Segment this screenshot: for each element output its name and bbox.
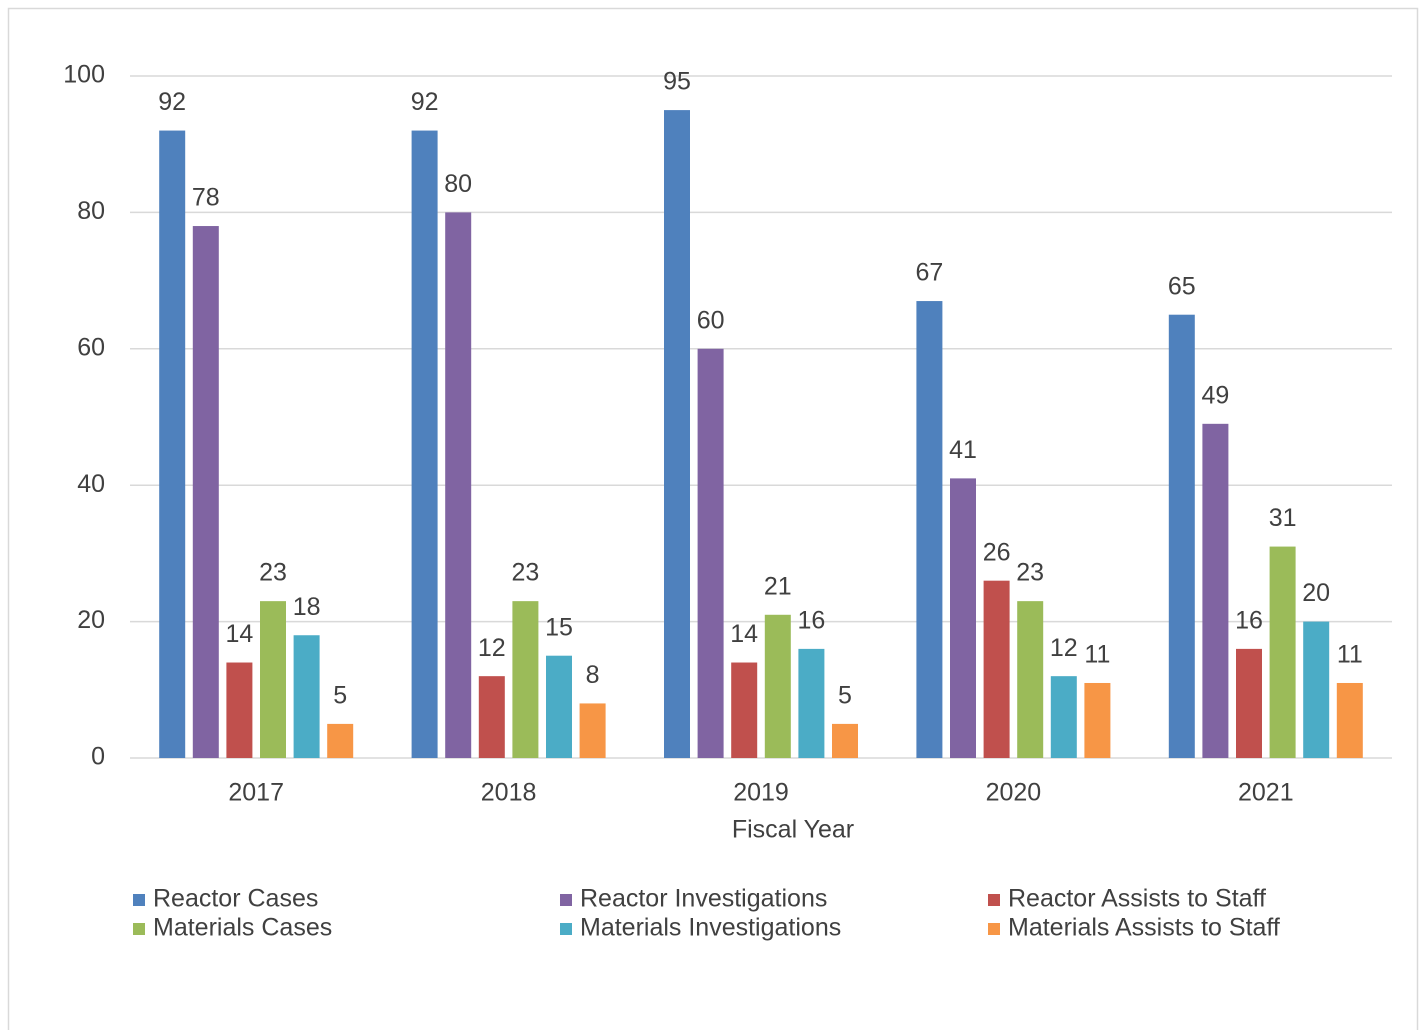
data-label: 5 (333, 682, 347, 710)
y-tick-label: 100 (63, 61, 105, 89)
y-tick-label: 80 (77, 197, 105, 225)
bar (697, 348, 724, 758)
x-tick-label: 2018 (481, 779, 537, 807)
legend-swatch (133, 923, 145, 935)
data-label: 67 (915, 259, 943, 287)
bar (1168, 314, 1195, 758)
legend-label: Reactor Assists to Staff (1008, 885, 1266, 913)
legend-label: Materials Assists to Staff (1008, 914, 1280, 942)
bar (1269, 546, 1296, 758)
bar (1336, 682, 1363, 758)
x-tick-label: 2020 (986, 779, 1042, 807)
bar (159, 130, 186, 758)
bar (1017, 601, 1044, 758)
bar (260, 601, 286, 758)
data-label: 80 (444, 170, 472, 198)
legend-swatch (988, 894, 1000, 906)
data-label: 12 (1050, 634, 1078, 662)
data-label: 14 (225, 620, 253, 648)
x-tick-label: 2021 (1238, 779, 1294, 807)
y-tick-label: 20 (77, 606, 105, 634)
data-label: 31 (1269, 504, 1297, 532)
data-label: 60 (697, 306, 725, 334)
bar (916, 301, 943, 758)
bar (832, 723, 858, 758)
bar (1303, 621, 1330, 758)
data-label: 18 (293, 593, 321, 621)
data-label: 11 (1337, 641, 1363, 669)
bar (445, 212, 472, 758)
bar (1202, 423, 1229, 758)
data-label: 21 (764, 572, 792, 600)
legend-label: Materials Cases (153, 914, 332, 942)
data-label: 49 (1201, 381, 1229, 409)
data-label: 20 (1302, 579, 1330, 607)
data-label: 8 (586, 661, 600, 689)
legend-swatch (560, 894, 572, 906)
bar (950, 478, 976, 758)
data-label: 15 (545, 613, 573, 641)
bar (731, 662, 758, 758)
bar (512, 601, 539, 758)
data-label: 5 (838, 682, 852, 710)
bar (579, 703, 606, 758)
bar (327, 723, 354, 758)
data-label: 95 (663, 68, 691, 96)
legend-label: Reactor Investigations (580, 885, 827, 913)
data-label: 92 (158, 88, 186, 116)
data-label: 16 (797, 606, 825, 634)
data-label: 23 (1016, 559, 1044, 587)
legend-label: Materials Investigations (580, 914, 841, 942)
data-label: 26 (983, 538, 1011, 566)
legend-swatch (560, 923, 572, 935)
bar (1236, 648, 1262, 758)
data-label: 14 (730, 620, 758, 648)
chart-frame (7, 7, 1419, 1030)
data-label: 78 (192, 184, 220, 212)
data-label: 92 (411, 88, 439, 116)
bar (764, 614, 791, 758)
x-tick-label: 2019 (733, 779, 789, 807)
legend-swatch (133, 894, 145, 906)
bar (1084, 682, 1111, 758)
bar (1050, 676, 1077, 758)
data-label: 23 (259, 559, 287, 587)
x-tick-label: 2017 (228, 779, 284, 807)
data-label: 41 (949, 436, 977, 464)
data-label: 23 (511, 559, 539, 587)
data-label: 65 (1168, 272, 1196, 300)
legend-label: Reactor Cases (153, 885, 318, 913)
bar (798, 648, 825, 758)
bar (983, 580, 1010, 758)
y-tick-label: 40 (77, 470, 105, 498)
bar (226, 662, 253, 758)
bar (192, 226, 219, 759)
bar (546, 655, 572, 758)
data-label: 11 (1084, 641, 1110, 669)
y-tick-label: 0 (91, 743, 105, 771)
data-label: 12 (478, 634, 506, 662)
bar (293, 635, 320, 758)
bar (411, 130, 438, 758)
bar (664, 110, 690, 759)
data-label: 16 (1235, 606, 1263, 634)
x-axis-label: Fiscal Year (732, 816, 854, 844)
y-tick-label: 60 (77, 333, 105, 361)
bar (478, 676, 505, 758)
legend-swatch (988, 923, 1000, 935)
